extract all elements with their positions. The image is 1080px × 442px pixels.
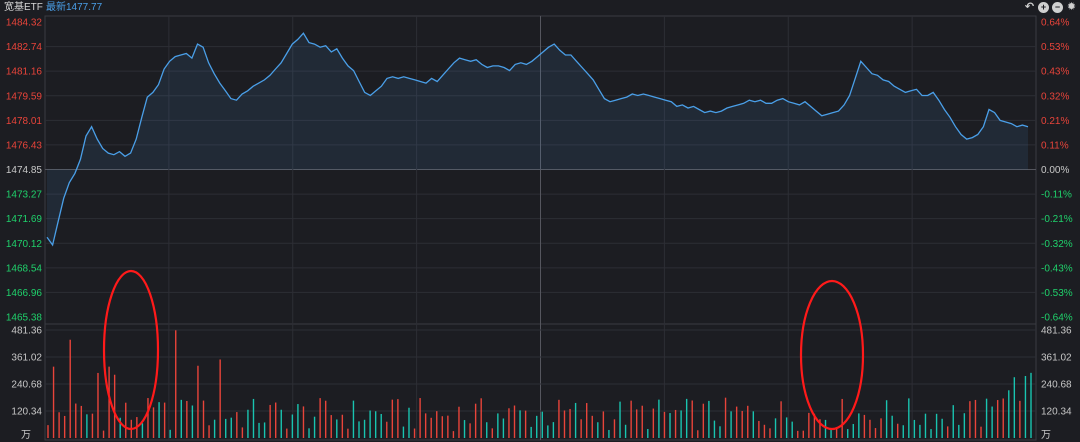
vol-tick-label-right: 240.68 [1041, 380, 1072, 391]
latest-label: 最新 [46, 2, 66, 13]
price-line [46, 32, 1029, 247]
y-tick-label-left: 1474.85 [6, 165, 43, 176]
axis-labels: 1484.32 0.64% 1482.74 0.53% 1481.16 0.43% 1479… [6, 18, 1073, 442]
y-tick-label-left: 1478.01 [6, 116, 43, 127]
annotation-ellipse-left [102, 269, 160, 431]
y-tick-label-left: 1482.74 [6, 42, 43, 53]
annotations [102, 269, 865, 431]
price-area-fill [47, 33, 1028, 246]
y-tick-label-left: 1470.12 [6, 239, 43, 250]
chart-grid [44, 15, 1037, 441]
vol-tick-label-left: 240.68 [11, 380, 42, 391]
y-tick-label-right: -0.21% [1041, 214, 1073, 225]
y-tick-label-left: 1466.96 [6, 288, 43, 299]
y-tick-label-right: 0.43% [1041, 67, 1069, 78]
y-tick-label-right: 0.00% [1041, 165, 1069, 176]
y-tick-label-right: -0.32% [1041, 239, 1073, 250]
price-panel [46, 32, 1029, 247]
chart-header: 宽基ETF 最新1477.77 ↶ + − ✹ [0, 0, 1080, 16]
annotation-ellipse-right [799, 279, 865, 431]
y-tick-label-left: 1468.54 [6, 263, 43, 274]
gear-icon[interactable]: ✹ [1066, 1, 1077, 13]
plus-circle-icon[interactable]: + [1038, 2, 1049, 13]
y-tick-label-right: -0.53% [1041, 288, 1073, 299]
y-tick-label-left: 1476.43 [6, 140, 43, 151]
vol-tick-label-left: 120.34 [11, 407, 42, 418]
vol-unit-left: 万 [21, 430, 31, 441]
toolbar: ↶ + − ✹ [1024, 2, 1077, 14]
y-tick-label-left: 1465.38 [6, 313, 43, 324]
latest-value: 1477.77 [66, 2, 103, 13]
vol-tick-label-left: 361.02 [11, 353, 42, 364]
y-tick-label-right: -0.64% [1041, 313, 1073, 324]
y-tick-label-right: 0.21% [1041, 116, 1069, 127]
y-tick-label-left: 1473.27 [6, 190, 43, 201]
vol-unit-right: 万 [1041, 430, 1051, 441]
volume-panel [47, 330, 1032, 438]
vol-tick-label-right: 361.02 [1041, 353, 1072, 364]
vol-tick-label-right: 481.36 [1041, 326, 1072, 337]
y-tick-label-right: 0.64% [1041, 18, 1069, 29]
y-tick-label-left: 1471.69 [6, 214, 43, 225]
y-tick-label-right: -0.43% [1041, 263, 1073, 274]
minus-circle-icon[interactable]: − [1052, 2, 1063, 13]
y-tick-label-left: 1479.59 [6, 91, 43, 102]
y-tick-label-right: 0.11% [1041, 140, 1069, 151]
vol-tick-label-right: 120.34 [1041, 407, 1072, 418]
undo-icon[interactable]: ↶ [1024, 1, 1035, 13]
instrument-name: 宽基ETF [4, 2, 43, 13]
y-tick-label-right: 0.53% [1041, 42, 1069, 53]
y-tick-label-right: 0.32% [1041, 91, 1069, 102]
y-tick-label-left: 1481.16 [6, 67, 43, 78]
vol-tick-label-left: 481.36 [11, 326, 42, 337]
latest-price: 最新1477.77 [46, 0, 102, 16]
y-tick-label-right: -0.11% [1041, 190, 1072, 201]
y-tick-label-left: 1484.32 [6, 18, 43, 29]
